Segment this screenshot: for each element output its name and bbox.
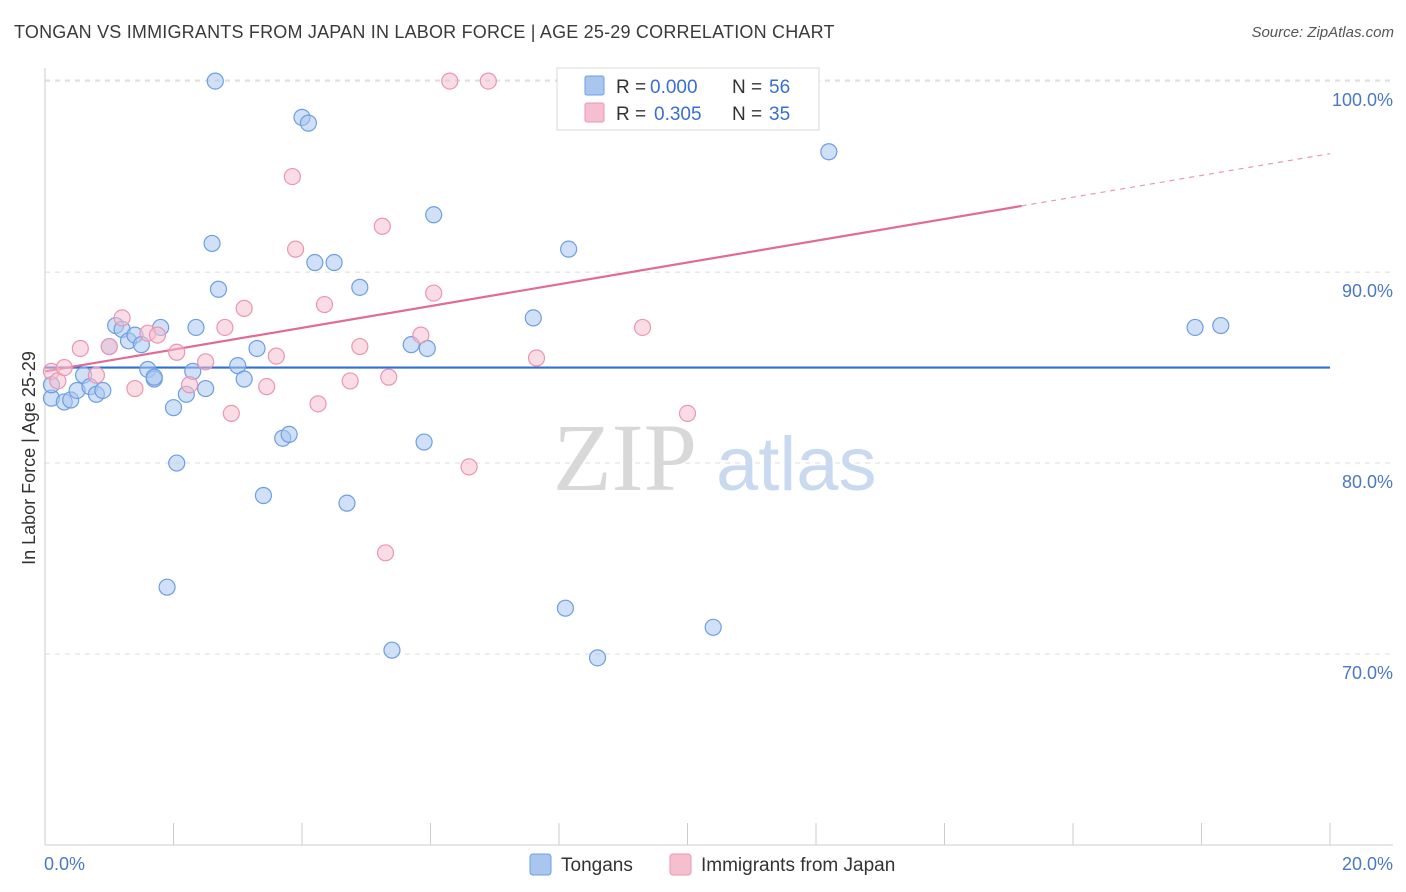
- chart-title: TONGAN VS IMMIGRANTS FROM JAPAN IN LABOR…: [14, 22, 835, 42]
- legend-n-label-1: N =: [732, 77, 762, 98]
- legend-r-value-1: 0.000: [650, 77, 698, 98]
- point-tongan-34: [280, 425, 298, 444]
- point-japan-23: [351, 337, 369, 356]
- point-japan-25: [376, 544, 395, 562]
- point-tongan-46: [524, 309, 542, 327]
- series-legend: Tongans Immigrants from Japan: [529, 853, 895, 876]
- point-japan-10: [168, 343, 186, 361]
- point-tongan-30: [235, 370, 253, 388]
- watermark-zip: ZIP: [553, 404, 697, 511]
- point-tongan-25: [197, 379, 215, 398]
- trend-lines: [44, 153, 1331, 373]
- point-tongan-38: [325, 253, 343, 272]
- x-tick-label-min: 0.0%: [44, 854, 85, 874]
- data-points: [42, 72, 1230, 667]
- point-tongan-52: [1186, 318, 1204, 337]
- point-tongan-20: [164, 399, 183, 417]
- trend-line-japan: [44, 204, 1022, 373]
- point-japan-32: [527, 349, 546, 367]
- point-tongan-24: [187, 318, 205, 337]
- point-tongan-36: [299, 114, 318, 132]
- legend-r-label-2: R =: [616, 104, 646, 125]
- legend-r-label-1: R =: [616, 77, 646, 98]
- point-tongan-37: [306, 253, 324, 272]
- point-japan-5: [100, 337, 118, 356]
- legend-r-value-2: 0.305: [654, 104, 702, 125]
- point-japan-34: [678, 404, 697, 422]
- point-japan-27: [412, 326, 430, 344]
- point-japan-6: [113, 309, 131, 327]
- point-japan-3: [71, 339, 89, 358]
- point-tongan-39: [338, 494, 356, 512]
- point-japan-19: [286, 240, 305, 258]
- watermark-atlas: atlas: [716, 422, 877, 507]
- point-tongan-26: [203, 234, 221, 253]
- point-japan-7: [126, 379, 144, 398]
- point-japan-24: [373, 217, 391, 235]
- y-tick-label-3: 100.0%: [1332, 90, 1393, 110]
- source-label: Source: ZipAtlas.com: [1251, 24, 1394, 41]
- point-japan-28: [425, 284, 443, 302]
- point-japan-18: [283, 167, 301, 186]
- x-tick-label-max: 20.0%: [1342, 854, 1393, 874]
- point-japan-16: [258, 378, 276, 396]
- y-axis-label: In Labor Force | Age 25-29: [19, 351, 39, 565]
- series-legend-label-tongans: Tongans: [561, 855, 633, 876]
- point-japan-11: [180, 376, 199, 394]
- point-tongan-28: [209, 280, 228, 298]
- point-tongan-40: [351, 278, 369, 296]
- point-tongan-27: [206, 72, 224, 90]
- point-japan-9: [148, 326, 167, 344]
- point-japan-17: [267, 347, 285, 365]
- point-tongan-51: [820, 143, 838, 161]
- legend-n-value-1: 56: [769, 77, 790, 98]
- axes: [44, 68, 1393, 846]
- point-tongan-49: [588, 649, 607, 667]
- point-japan-15: [235, 299, 253, 317]
- legend-n-label-2: N =: [732, 104, 762, 125]
- series-legend-swatch-tongans: [529, 853, 552, 876]
- y-tick-label-0: 70.0%: [1342, 663, 1393, 683]
- point-tongan-43: [415, 433, 433, 451]
- stats-legend: R = 0.000 N = 56 R = 0.305 N = 35: [556, 67, 820, 131]
- point-japan-30: [460, 458, 478, 476]
- point-japan-14: [222, 404, 240, 422]
- point-tongan-41: [383, 641, 401, 659]
- trend-line-japan-dashed: [1021, 153, 1331, 207]
- point-tongan-47: [556, 599, 575, 617]
- point-tongan-32: [254, 486, 273, 505]
- point-japan-20: [309, 395, 327, 413]
- legend-swatch-japan: [584, 102, 605, 123]
- point-japan-26: [380, 368, 398, 386]
- point-tongan-19: [158, 578, 176, 596]
- point-japan-12: [197, 353, 215, 371]
- point-japan-22: [341, 372, 359, 390]
- point-tongan-21: [168, 454, 186, 472]
- y-tick-label-1: 80.0%: [1342, 472, 1393, 492]
- series-legend-label-japan: Immigrants from Japan: [701, 855, 895, 876]
- point-japan-29: [441, 72, 459, 90]
- legend-n-value-2: 35: [769, 104, 790, 125]
- point-tongan-50: [704, 618, 722, 636]
- point-tongan-45: [425, 206, 443, 224]
- point-tongan-8: [94, 381, 112, 400]
- y-tick-label-2: 90.0%: [1342, 281, 1393, 301]
- point-tongan-48: [560, 240, 578, 258]
- point-japan-33: [633, 318, 652, 337]
- point-japan-31: [479, 72, 497, 90]
- point-tongan-17: [145, 368, 163, 386]
- y-tick-labels: 70.0% 80.0% 90.0% 100.0%: [1332, 90, 1393, 683]
- point-japan-2: [55, 358, 73, 377]
- point-japan-4: [87, 366, 106, 384]
- legend-swatch-tongans: [584, 75, 605, 96]
- point-japan-13: [216, 318, 234, 337]
- point-japan-21: [315, 295, 334, 314]
- series-legend-swatch-japan: [669, 853, 692, 876]
- point-tongan-31: [248, 339, 266, 358]
- point-tongan-53: [1212, 316, 1230, 335]
